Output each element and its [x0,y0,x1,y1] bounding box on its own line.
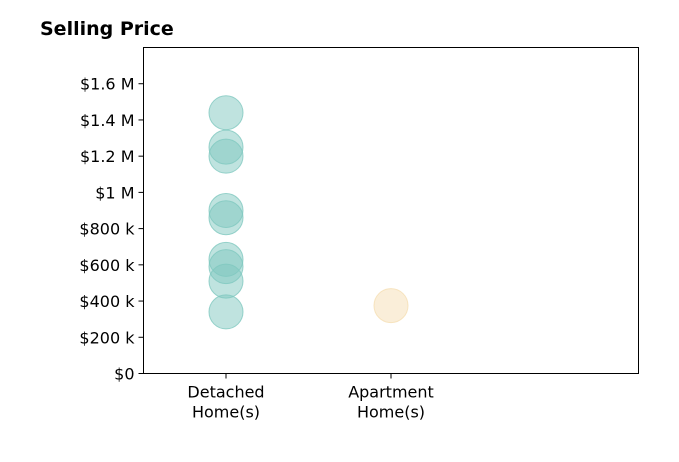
y-tick-label: $1.6 M [80,75,135,94]
y-axis: $0 $200 k $400 k $600 k $800 k $1 M $1.2 M $1.4… [79,75,144,384]
data-point [208,263,244,299]
x-category-label: Home(s) [192,403,260,422]
y-tick-label: $600 k [79,256,135,275]
y-tick-label: $1.4 M [80,111,135,130]
data-point [208,138,244,174]
y-tick-label: $400 k [79,292,135,311]
data-point [208,200,244,236]
data-point [208,294,244,330]
y-tick-label: $1 M [95,183,134,202]
x-category-label: Apartment [348,383,434,402]
data-points [208,95,409,330]
y-tick-label: $800 k [79,220,135,239]
chart-title: Selling Price [40,18,174,40]
y-tick-label: $0 [114,365,134,384]
y-tick-label: $1.2 M [80,147,135,166]
data-point [373,288,409,324]
y-tick-label: $200 k [79,328,135,347]
data-point [208,95,244,131]
x-category-label: Home(s) [357,403,425,422]
x-category-label: Detached [187,383,264,402]
